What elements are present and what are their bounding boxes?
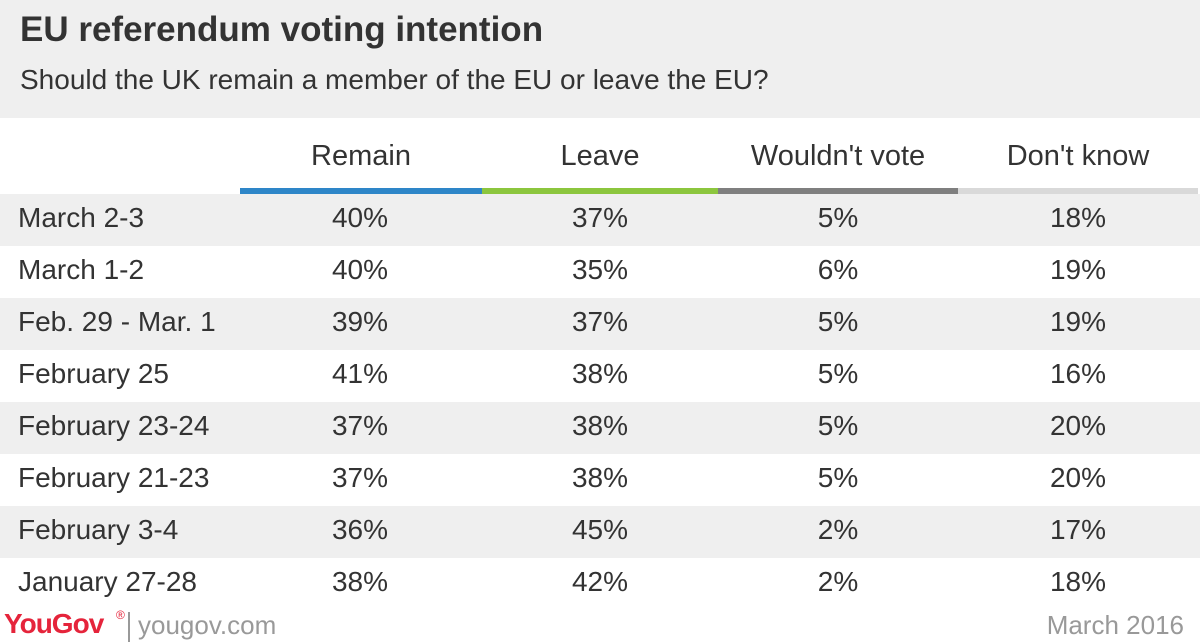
cell-dont-know: 18% xyxy=(1049,566,1107,597)
column-bar-dont-know xyxy=(958,188,1198,194)
cell-remain: 36% xyxy=(331,514,389,545)
column-header-remain: Remain xyxy=(311,140,411,172)
table-row: February 21-23 37% 38% 5% 20% xyxy=(0,454,1200,506)
cell-leave: 38% xyxy=(571,358,629,389)
column-header-wouldnt-vote: Wouldn't vote xyxy=(750,140,926,172)
table-row: January 27-28 38% 42% 2% 18% xyxy=(0,558,1200,610)
table-row: February 23-24 37% 38% 5% 20% xyxy=(0,402,1200,454)
row-label: January 27-28 xyxy=(18,566,198,597)
cell-wouldnt-vote: 5% xyxy=(817,306,859,337)
cell-wouldnt-vote: 5% xyxy=(817,358,859,389)
footer-divider xyxy=(128,612,130,642)
cell-dont-know: 17% xyxy=(1049,514,1107,545)
cell-wouldnt-vote: 5% xyxy=(817,410,859,441)
footer-url: yougov.com xyxy=(138,610,277,640)
cell-wouldnt-vote: 2% xyxy=(817,514,859,545)
row-label: March 1-2 xyxy=(18,254,145,285)
cell-wouldnt-vote: 5% xyxy=(817,462,859,493)
row-label: February 21-23 xyxy=(18,462,210,493)
cell-remain: 41% xyxy=(331,358,389,389)
cell-remain: 38% xyxy=(331,566,389,597)
table-row: March 1-2 40% 35% 6% 19% xyxy=(0,246,1200,298)
column-header-leave: Leave xyxy=(560,140,640,172)
cell-dont-know: 18% xyxy=(1049,202,1107,233)
column-bar-leave xyxy=(482,188,718,194)
cell-wouldnt-vote: 2% xyxy=(817,566,859,597)
table-row: February 3-4 36% 45% 2% 17% xyxy=(0,506,1200,558)
cell-leave: 38% xyxy=(571,462,629,493)
cell-leave: 42% xyxy=(571,566,629,597)
chart-subtitle: Should the UK remain a member of the EU … xyxy=(20,64,769,95)
table-row: March 2-3 40% 37% 5% 18% xyxy=(0,194,1200,246)
table-row: February 25 41% 38% 5% 16% xyxy=(0,350,1200,402)
cell-dont-know: 16% xyxy=(1049,358,1107,389)
cell-dont-know: 19% xyxy=(1049,254,1107,285)
footer-date: March 2016 xyxy=(1046,610,1184,640)
cell-wouldnt-vote: 6% xyxy=(817,254,859,285)
cell-remain: 37% xyxy=(331,410,389,441)
header-band: EU referendum voting intention Should th… xyxy=(0,0,1200,118)
cell-remain: 39% xyxy=(331,306,389,337)
yougov-logo: YouGov xyxy=(4,608,104,639)
registered-mark: ® xyxy=(116,608,125,622)
column-header-dont-know: Don't know xyxy=(1006,140,1150,172)
column-bar-remain xyxy=(240,188,482,194)
row-label: February 23-24 xyxy=(18,410,210,441)
cell-remain: 40% xyxy=(331,202,389,233)
row-label: February 3-4 xyxy=(18,514,179,545)
cell-leave: 37% xyxy=(571,202,629,233)
cell-dont-know: 20% xyxy=(1049,462,1107,493)
cell-leave: 45% xyxy=(571,514,629,545)
table-row: Feb. 29 - Mar. 1 39% 37% 5% 19% xyxy=(0,298,1200,350)
cell-remain: 40% xyxy=(331,254,389,285)
cell-dont-know: 20% xyxy=(1049,410,1107,441)
cell-leave: 38% xyxy=(571,410,629,441)
chart-title: EU referendum voting intention xyxy=(20,10,544,49)
row-label: Feb. 29 - Mar. 1 xyxy=(18,306,216,337)
column-bar-wouldnt-vote xyxy=(718,188,958,194)
row-label: March 2-3 xyxy=(18,202,145,233)
cell-remain: 37% xyxy=(331,462,389,493)
cell-leave: 35% xyxy=(571,254,629,285)
cell-wouldnt-vote: 5% xyxy=(817,202,859,233)
cell-leave: 37% xyxy=(571,306,629,337)
cell-dont-know: 19% xyxy=(1049,306,1107,337)
row-label: February 25 xyxy=(18,358,169,389)
